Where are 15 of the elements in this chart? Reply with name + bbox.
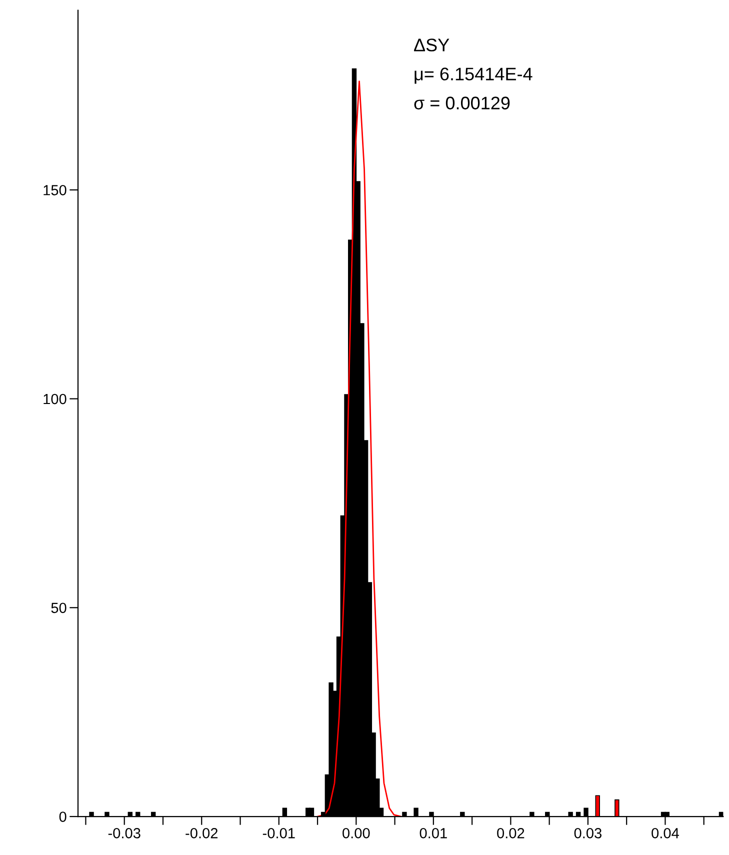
- y-tick-label: 50: [51, 602, 66, 614]
- annotation: σ = 0.00129: [414, 96, 510, 110]
- x-tick-label: -0.03: [108, 828, 140, 838]
- x-tick-label: 0.03: [574, 828, 602, 838]
- y-tick-label: 0: [59, 812, 66, 822]
- annotation: μ= 6.15414E-4: [414, 68, 532, 84]
- y-tick-label: 100: [44, 394, 66, 404]
- x-tick-label: 0.04: [652, 828, 679, 838]
- x-tick-label: 0.01: [420, 828, 447, 838]
- y-tick-label: 150: [44, 184, 66, 196]
- x-tick-label: -0.01: [262, 828, 295, 838]
- x-tick-label: 0.00: [342, 828, 370, 838]
- x-tick-label: 0.02: [497, 828, 524, 838]
- annotation: ΔSY: [414, 38, 450, 52]
- x-tick-label: -0.02: [186, 828, 218, 838]
